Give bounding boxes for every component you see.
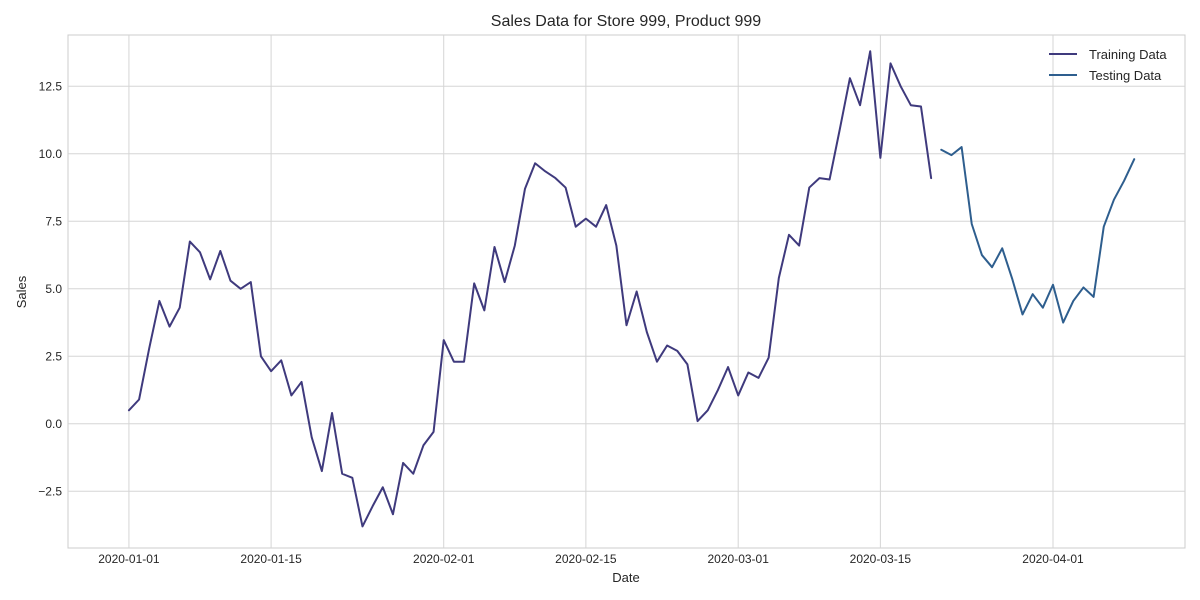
chart-title: Sales Data for Store 999, Product 999: [491, 13, 761, 30]
x-tick-label: 2020-02-01: [413, 552, 475, 566]
x-tick-label: 2020-04-01: [1022, 552, 1084, 566]
x-axis-label: Date: [612, 570, 639, 585]
y-tick-label: 5.0: [45, 282, 62, 296]
y-tick-label: 7.5: [45, 214, 62, 228]
plot-area: [67, 34, 1186, 549]
x-tick-label: 2020-03-01: [708, 552, 770, 566]
legend-label-training: Training Data: [1089, 47, 1167, 62]
grid-lines: [68, 35, 1185, 548]
series-line-training: [127, 50, 933, 528]
x-axis-ticks: 2020-01-01 2020-01-15 2020-02-01 2020-02-15…: [98, 552, 1084, 566]
y-tick-label: −2.5: [38, 484, 62, 498]
y-tick-label: 0.0: [45, 417, 62, 431]
x-tick-label: 2020-01-15: [240, 552, 302, 566]
y-axis-label: Sales: [14, 275, 29, 308]
y-axis-ticks: −2.5 0.0 2.5 5.0 7.5 10.0 12.5: [38, 79, 62, 498]
x-tick-label: 2020-03-15: [850, 552, 912, 566]
legend-label-testing: Testing Data: [1089, 68, 1162, 83]
x-tick-label: 2020-01-01: [98, 552, 160, 566]
series-layer: [127, 50, 1136, 528]
y-tick-label: 10.0: [39, 147, 63, 161]
series-line-testing: [940, 146, 1136, 324]
x-tick-label: 2020-02-15: [555, 552, 617, 566]
legend: Training Data Testing Data: [1049, 47, 1167, 83]
y-tick-label: 2.5: [45, 349, 62, 363]
y-tick-label: 12.5: [39, 79, 63, 93]
